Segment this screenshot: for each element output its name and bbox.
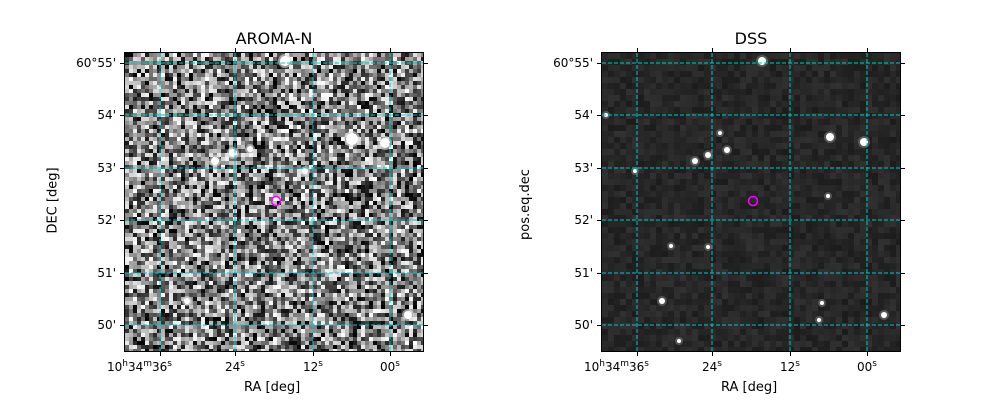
y-axis-label: DEC [deg] bbox=[45, 167, 61, 234]
x-tick-mark bbox=[160, 48, 161, 53]
x-tick-label: 12s bbox=[303, 359, 323, 375]
y-tick-mark bbox=[597, 220, 602, 221]
y-tick-mark bbox=[900, 168, 905, 169]
y-tick-mark bbox=[120, 220, 125, 221]
y-tick-label: 53' bbox=[574, 161, 593, 175]
y-tick-label: 51' bbox=[574, 266, 593, 280]
x-tick-mark bbox=[313, 48, 314, 53]
panel-title: AROMA-N bbox=[235, 29, 313, 48]
y-tick-mark bbox=[120, 63, 125, 64]
x-tick-mark bbox=[867, 48, 868, 53]
y-tick-label: 60°55' bbox=[553, 56, 593, 70]
y-tick-mark bbox=[423, 115, 428, 116]
x-tick-mark bbox=[390, 351, 391, 356]
stars bbox=[602, 55, 889, 345]
y-tick-mark bbox=[120, 325, 125, 326]
aroma-image bbox=[124, 52, 424, 352]
y-tick-mark bbox=[423, 325, 428, 326]
y-tick-mark bbox=[597, 273, 602, 274]
y-tick-mark bbox=[423, 168, 428, 169]
y-tick-mark bbox=[120, 273, 125, 274]
y-tick-mark bbox=[120, 115, 125, 116]
x-tick-mark bbox=[790, 351, 791, 356]
y-tick-mark bbox=[597, 168, 602, 169]
y-tick-label: 52' bbox=[97, 213, 116, 227]
x-tick-mark bbox=[637, 351, 638, 356]
y-tick-label: 53' bbox=[97, 161, 116, 175]
x-tick-mark bbox=[867, 351, 868, 356]
y-tick-mark bbox=[423, 220, 428, 221]
x-tick-mark bbox=[712, 351, 713, 356]
x-tick-mark bbox=[313, 351, 314, 356]
panel-title: DSS bbox=[734, 29, 768, 48]
y-tick-label: 51' bbox=[97, 266, 116, 280]
y-tick-mark bbox=[900, 115, 905, 116]
x-axis-label: RA [deg] bbox=[721, 380, 778, 395]
y-tick-mark bbox=[597, 63, 602, 64]
x-tick-label: 12s bbox=[780, 359, 800, 375]
x-tick-mark bbox=[235, 48, 236, 53]
aroma-image-svg bbox=[125, 53, 423, 351]
dss-image-svg bbox=[602, 53, 900, 351]
y-tick-mark bbox=[900, 63, 905, 64]
coordinate-grid bbox=[602, 53, 900, 351]
y-tick-mark bbox=[120, 168, 125, 169]
x-tick-label: 24s bbox=[225, 359, 245, 375]
y-tick-label: 60°55' bbox=[76, 56, 116, 70]
y-tick-mark bbox=[597, 325, 602, 326]
stars bbox=[182, 54, 414, 321]
x-tick-mark bbox=[790, 48, 791, 53]
target-marker bbox=[270, 195, 282, 207]
x-tick-mark bbox=[235, 351, 236, 356]
x-tick-label: 00s bbox=[380, 359, 400, 375]
x-axis-label: RA [deg] bbox=[244, 380, 301, 395]
x-tick-mark bbox=[637, 48, 638, 53]
image-pixels bbox=[602, 53, 900, 351]
y-tick-label: 50' bbox=[574, 318, 593, 332]
x-tick-label: 10h34m36s bbox=[583, 359, 649, 375]
dss-image bbox=[601, 52, 901, 352]
y-tick-mark bbox=[423, 273, 428, 274]
y-axis-label: pos.eq.dec bbox=[517, 169, 533, 240]
y-tick-label: 50' bbox=[97, 318, 116, 332]
y-tick-mark bbox=[900, 220, 905, 221]
y-tick-mark bbox=[900, 273, 905, 274]
x-tick-label: 10h34m36s bbox=[106, 359, 172, 375]
x-tick-mark bbox=[390, 48, 391, 53]
target-marker bbox=[747, 195, 759, 207]
y-tick-mark bbox=[597, 115, 602, 116]
x-tick-label: 00s bbox=[857, 359, 877, 375]
x-tick-label: 24s bbox=[702, 359, 722, 375]
y-tick-label: 52' bbox=[574, 213, 593, 227]
y-tick-label: 54' bbox=[97, 108, 116, 122]
image-pixels bbox=[125, 53, 423, 351]
x-tick-mark bbox=[160, 351, 161, 356]
y-tick-mark bbox=[423, 63, 428, 64]
x-tick-mark bbox=[712, 48, 713, 53]
coordinate-grid bbox=[125, 53, 423, 351]
y-tick-mark bbox=[900, 325, 905, 326]
y-tick-label: 54' bbox=[574, 108, 593, 122]
